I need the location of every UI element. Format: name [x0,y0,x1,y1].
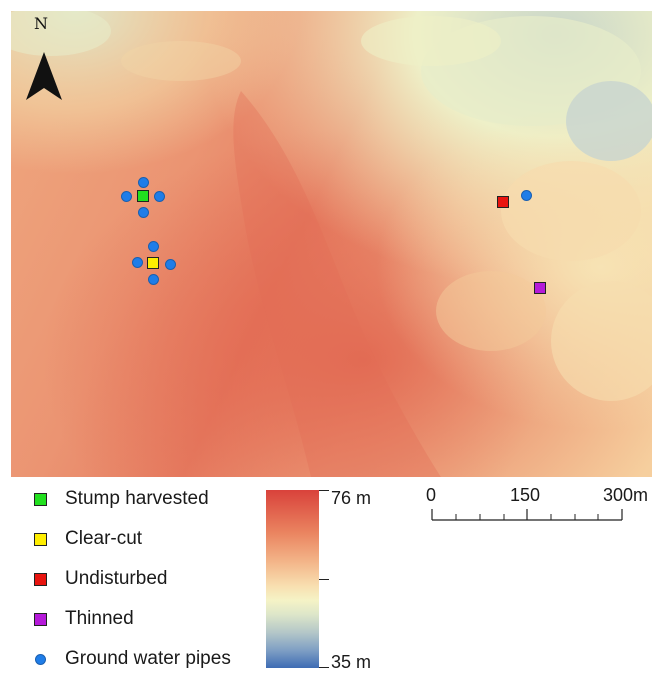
ground-water-pipe [148,241,159,252]
north-arrow-icon [26,52,62,100]
legend-symbol-square [34,532,47,546]
scale-label-mid: 150 [510,485,541,505]
ground-water-pipe [148,274,159,285]
clear-cut-site [147,257,159,269]
elevation-min-label: 35 m [331,652,372,672]
thinned-site [534,282,546,294]
legend-item-undisturbed: Undisturbed [34,568,168,589]
legend-label: Clear-cut [65,528,143,549]
stump-harvested-site [137,190,149,202]
ground-water-pipe [138,207,149,218]
legend-symbol-square [34,572,47,586]
legend-symbol-square [34,492,47,506]
ramp-tick-mid [319,579,329,580]
ground-water-pipe [165,259,176,270]
elevation-raster [11,11,652,477]
ground-water-pipe [121,191,132,202]
ground-water-pipe [132,257,143,268]
legend-item-stump-harvested: Stump harvested [34,488,209,509]
ground-water-pipe [154,191,165,202]
legend-item-clear-cut: Clear-cut [34,528,143,549]
scale-bar-graphic [431,509,623,521]
legend-label: Undisturbed [65,568,168,589]
ground-water-pipe [521,190,532,201]
legend-item-thinned: Thinned [34,608,134,629]
legend-label: Ground water pipes [65,648,231,669]
legend-symbol-circle [35,653,46,665]
elevation-max-label: 76 m [331,488,372,508]
undisturbed-site [497,196,509,208]
north-label: N [34,14,48,33]
ramp-tick-min [319,667,329,668]
map-legend: Stump harvested Clear-cut Undisturbed Th… [0,477,260,669]
scale-label-start: 0 [426,485,437,505]
elevation-map [11,11,652,477]
legend-label: Stump harvested [65,488,209,509]
legend-symbol-square [34,612,47,626]
ground-water-pipe [138,177,149,188]
ramp-tick-max [319,490,329,491]
elevation-gradient-bar [266,490,319,668]
legend-label: Thinned [65,608,134,629]
scale-label-end: 300m [603,485,649,505]
legend-item-ground-water-pipes: Ground water pipes [34,648,231,669]
scale-bar: 0 150 300m [420,485,654,535]
elevation-color-ramp [266,490,329,668]
